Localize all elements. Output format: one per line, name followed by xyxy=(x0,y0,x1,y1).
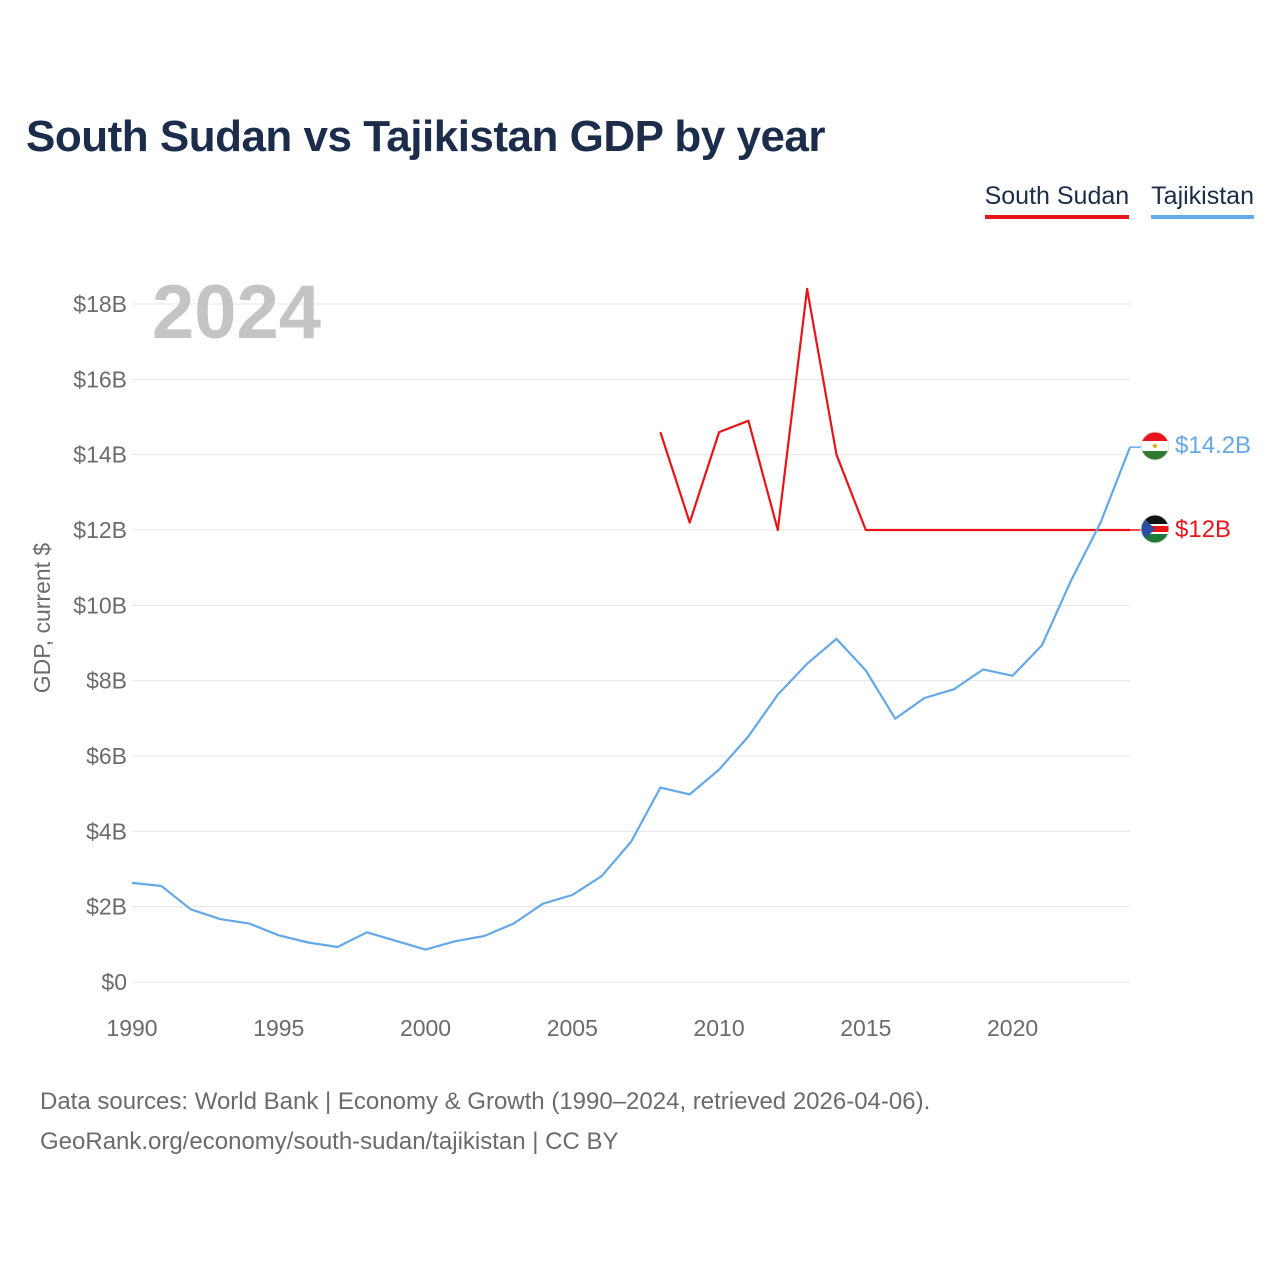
legend-item-south-sudan[interactable]: South Sudan xyxy=(984,182,1130,219)
y-tick-label: $18B xyxy=(73,291,127,317)
y-tick-label: $2B xyxy=(86,894,127,920)
y-tick-label: $14B xyxy=(73,442,127,468)
y-tick-label: $6B xyxy=(86,743,127,769)
x-tick-label: 1995 xyxy=(253,1015,304,1041)
grid-lines xyxy=(132,303,1130,983)
south-sudan-series-line[interactable] xyxy=(659,287,1130,532)
x-tick-label: 2005 xyxy=(547,1015,598,1041)
y-tick-label: $10B xyxy=(73,592,127,618)
x-tick-label: 1990 xyxy=(106,1015,157,1041)
x-tick-label: 2020 xyxy=(987,1015,1038,1041)
y-axis-label: GDP, current $ xyxy=(29,543,55,694)
x-tick-label: 2010 xyxy=(693,1015,744,1041)
axis-ticks: $0 $2B $4B $6B $8B $10B $12B $14B $16B $18B 1990 19… xyxy=(73,291,1038,1041)
footer-sources: Data sources: World Bank | Economy & Gro… xyxy=(40,1088,931,1115)
y-tick-label: $8B xyxy=(86,668,127,694)
tajikistan-flag-icon xyxy=(1141,432,1169,460)
y-tick-label: $4B xyxy=(86,818,127,844)
legend: South Sudan Tajikistan xyxy=(984,182,1254,219)
footer-attribution[interactable]: GeoRank.org/economy/south-sudan/tajikist… xyxy=(40,1128,619,1155)
chart-title: South Sudan vs Tajikistan GDP by year xyxy=(26,112,826,161)
series-lines xyxy=(131,287,1141,951)
footer: Data sources: World Bank | Economy & Gro… xyxy=(40,1082,930,1162)
y-tick-label: $0 xyxy=(101,969,127,995)
y-tick-label: $16B xyxy=(73,366,127,392)
south-sudan-flag-icon xyxy=(1141,515,1169,543)
year-watermark: 2024 xyxy=(152,270,321,355)
x-tick-label: 2015 xyxy=(840,1015,891,1041)
south-sudan-end-label: $12B xyxy=(1175,516,1231,543)
tajikistan-end-label: $14.2B xyxy=(1175,432,1251,459)
tajikistan-series-line[interactable] xyxy=(131,446,1132,951)
y-tick-label: $12B xyxy=(73,517,127,543)
x-tick-label: 2000 xyxy=(400,1015,451,1041)
legend-item-tajikistan[interactable]: Tajikistan xyxy=(1151,182,1254,219)
